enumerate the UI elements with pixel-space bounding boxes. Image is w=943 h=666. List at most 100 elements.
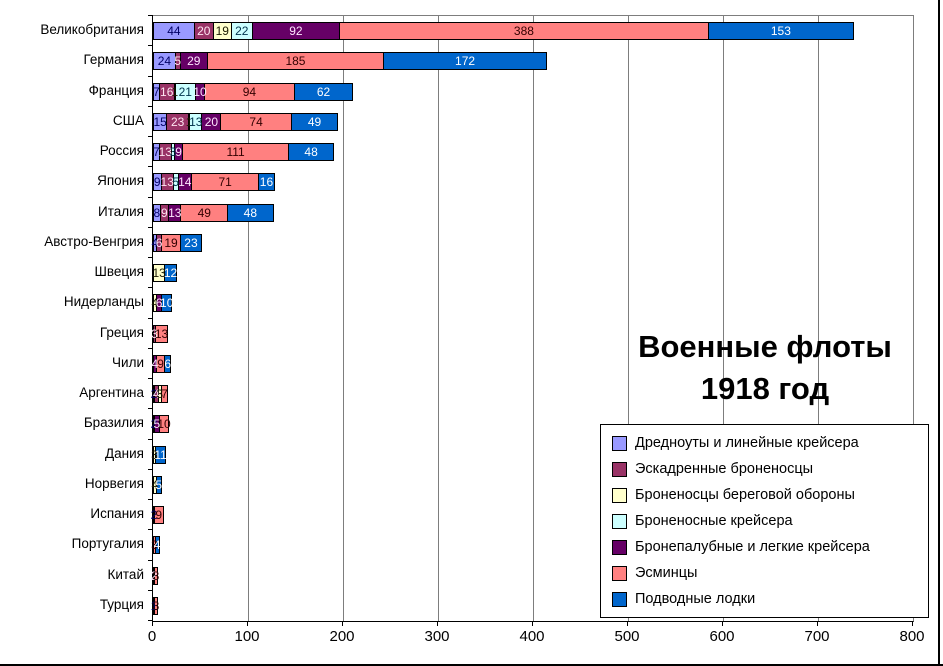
segment-value-label: 185 bbox=[285, 54, 306, 69]
legend-item: Бронепалубные и легкие крейсера bbox=[601, 535, 928, 559]
y-axis-tick bbox=[148, 347, 153, 349]
y-axis-tick bbox=[148, 620, 153, 621]
segment-value-label: 4 bbox=[153, 387, 160, 402]
legend-item: Дредноуты и линейные крейсера bbox=[601, 431, 928, 455]
bar-segment: 3 bbox=[153, 596, 159, 615]
segment-value-label: 4 bbox=[151, 356, 159, 371]
segment-value-label: 3 bbox=[156, 387, 164, 402]
y-axis-tick bbox=[148, 105, 153, 107]
segment-value-label: 24 bbox=[157, 54, 172, 69]
bar-segment: 48 bbox=[288, 143, 335, 162]
bar-segment: 2 bbox=[150, 566, 158, 585]
segment-value-label: 62 bbox=[316, 84, 331, 99]
bar-segment: 5 bbox=[154, 415, 160, 434]
bar-row-Греция: 3 13 bbox=[151, 319, 913, 349]
stacked-bar: 44 20 19 22 92 388 153 bbox=[153, 22, 855, 41]
bar-segment: 2 bbox=[151, 385, 157, 404]
bar-row-Швеция: 13 12 bbox=[152, 258, 913, 288]
bar-row-Дания: 3 11 bbox=[151, 440, 913, 470]
legend-item: Броненосные крейсера bbox=[601, 509, 928, 533]
bar-segment: 74 bbox=[221, 112, 292, 131]
bar-segment: 185 bbox=[208, 52, 384, 71]
y-axis-tick bbox=[148, 226, 153, 228]
stacked-bar: 15 23 1 13 20 74 49 bbox=[153, 112, 339, 131]
bar-segment: 4 bbox=[152, 233, 158, 252]
segment-value-label: 44 bbox=[167, 24, 181, 39]
bar-segment: 13 bbox=[152, 264, 166, 283]
segment-value-label: 5 bbox=[155, 477, 163, 492]
segment-value-label: 9 bbox=[155, 508, 163, 523]
segment-value-label: 94 bbox=[242, 84, 257, 99]
bar-row-Великобритания: 44 20 19 22 92 388 153 bbox=[153, 16, 913, 46]
bar-segment: 13 bbox=[155, 324, 168, 343]
category-label-Швеция: Швеция bbox=[94, 264, 145, 279]
bar-segment: 20 bbox=[202, 112, 222, 131]
segment-value-label: 12 bbox=[163, 266, 178, 281]
bar-row-Нидерланды: 4 6 10 bbox=[152, 288, 913, 318]
x-axis-label-400: 400 bbox=[519, 628, 545, 645]
x-axis-tick bbox=[817, 621, 818, 626]
segment-value-label: 5 bbox=[174, 54, 182, 69]
y-axis-tick bbox=[148, 559, 153, 561]
x-axis-label-600: 600 bbox=[709, 628, 735, 645]
segment-value-label: 1 bbox=[150, 598, 158, 613]
segment-value-label: 2 bbox=[150, 568, 158, 583]
bar-segment: 62 bbox=[294, 82, 354, 101]
segment-value-label: 19 bbox=[215, 24, 229, 39]
bar-segment: 3 bbox=[151, 324, 158, 343]
y-axis-tick bbox=[148, 499, 153, 500]
legend-swatch bbox=[612, 435, 627, 451]
category-label-Германия: Германия bbox=[83, 52, 144, 68]
bar-segment: 29 bbox=[180, 52, 209, 71]
bar-segment: 94 bbox=[205, 82, 295, 101]
bar-segment: 19 bbox=[213, 22, 232, 41]
bar-segment: 9 bbox=[153, 173, 162, 192]
bar-segment: 3 bbox=[156, 385, 164, 404]
segment-value-label: 71 bbox=[218, 175, 232, 190]
bar-segment: 16 bbox=[159, 82, 175, 101]
segment-value-label: 7 bbox=[152, 84, 160, 99]
category-label-Дания: Дания bbox=[105, 445, 144, 461]
segment-value-label: 1 bbox=[185, 114, 193, 129]
segment-value-label: 9 bbox=[157, 356, 164, 371]
y-axis-tick bbox=[148, 529, 153, 531]
legend-label: Броненосные крейсера bbox=[635, 513, 793, 529]
bar-segment: 10 bbox=[193, 82, 207, 101]
bar-segment: 13 bbox=[168, 203, 181, 222]
bar-segment: 7 bbox=[153, 143, 160, 162]
gridline-x-600 bbox=[723, 16, 724, 621]
bar-row-Россия: 7 13 3 9 111 48 bbox=[153, 137, 913, 167]
stacked-bar: 7 16 1 21 10 94 62 bbox=[152, 82, 354, 101]
segment-value-label: 388 bbox=[513, 24, 534, 39]
segment-value-label: 6 bbox=[155, 235, 163, 250]
segment-value-label: 8 bbox=[153, 205, 161, 220]
y-axis-tick bbox=[148, 287, 153, 289]
bar-segment: 4 bbox=[154, 536, 161, 555]
stacked-bar: 3 13 bbox=[151, 324, 168, 343]
legend-item: Подводные лодки bbox=[601, 587, 928, 611]
bar-segment: 5 bbox=[155, 475, 163, 494]
bar-segment: 3 bbox=[151, 445, 158, 464]
y-axis-tick bbox=[148, 257, 153, 258]
segment-value-label: 19 bbox=[164, 235, 178, 250]
x-axis-tick bbox=[152, 621, 153, 626]
gridline-x-700 bbox=[818, 16, 819, 621]
y-axis-tick bbox=[148, 408, 153, 410]
category-label-Китай: Китай bbox=[107, 566, 145, 582]
bar-segment: 13 bbox=[161, 173, 174, 192]
y-axis-tick bbox=[148, 196, 153, 198]
category-label-Великобритания: Великобритания bbox=[40, 22, 144, 37]
bar-segment: 172 bbox=[383, 52, 548, 71]
legend-swatch bbox=[612, 513, 627, 529]
bar-segment: 3 bbox=[152, 566, 160, 585]
segment-value-label: 4 bbox=[151, 477, 159, 492]
segment-value-label: 3 bbox=[152, 568, 160, 583]
bar-segment: 14 bbox=[178, 173, 192, 192]
segment-value-label: 1 bbox=[171, 84, 179, 99]
bar-segment: 388 bbox=[340, 22, 709, 41]
segment-value-label: 9 bbox=[153, 175, 161, 190]
x-axis-label-500: 500 bbox=[614, 628, 640, 645]
